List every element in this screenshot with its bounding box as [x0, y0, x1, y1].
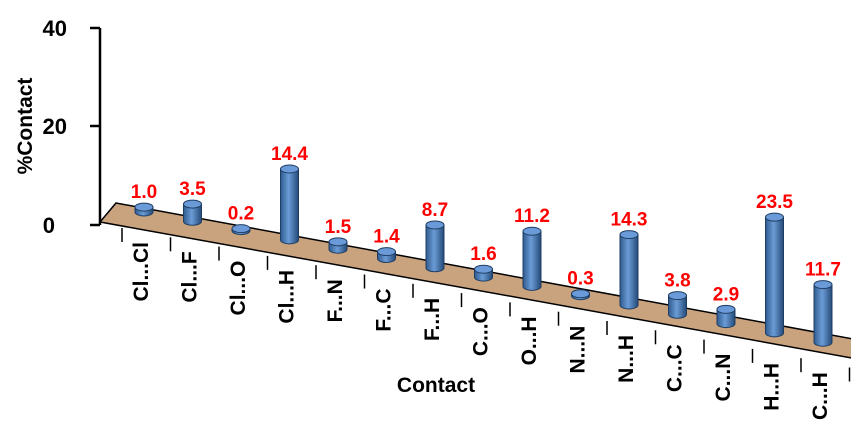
data-label: 11.2	[514, 206, 550, 227]
bar-Cl...O	[231, 224, 251, 236]
x-tick-label: F...H	[421, 298, 444, 341]
x-tick-label: Cl...O	[227, 261, 250, 316]
bar-body	[425, 224, 445, 273]
bar-top	[522, 226, 542, 236]
x-tick-label: O...H	[518, 316, 541, 365]
data-label: 1.6	[470, 244, 496, 265]
x-tick-label: Cl...H	[276, 270, 299, 324]
bar-N...H	[619, 230, 639, 310]
bar-body	[716, 308, 736, 329]
bar-F...H	[425, 220, 445, 273]
bar-C...H	[813, 280, 833, 347]
bar-F...N	[328, 237, 348, 254]
data-label: 14.4	[271, 144, 308, 165]
data-label: 8.7	[422, 200, 448, 221]
bar-top	[668, 291, 687, 301]
y-tick-label-40: 40	[43, 16, 67, 41]
bar-body	[813, 284, 833, 347]
bar-body	[522, 230, 542, 291]
data-label: 11.7	[805, 260, 841, 281]
data-label: 3.5	[179, 179, 206, 200]
x-tick-label: C...N	[712, 354, 735, 402]
bar-top	[231, 224, 251, 234]
bar-top	[813, 280, 833, 290]
bar-C...C	[668, 291, 687, 319]
x-axis-title: Contact	[397, 374, 475, 397]
bar-top	[377, 247, 396, 257]
data-label: 0.3	[567, 269, 593, 290]
data-label: 1.0	[131, 182, 157, 203]
y-axis-title: %Contact	[14, 78, 37, 175]
x-tick-label: Cl...F	[179, 251, 202, 303]
data-label: 2.9	[713, 284, 739, 305]
bar-top	[619, 230, 639, 240]
x-tick-label: F...N	[324, 279, 347, 322]
data-label: 0.2	[228, 204, 254, 225]
bar-top	[716, 304, 736, 314]
bar-Cl...Cl	[134, 202, 154, 217]
bar-top	[280, 164, 299, 174]
bar-body	[668, 295, 687, 319]
bar-body	[619, 234, 639, 310]
bar-F...C	[377, 247, 396, 263]
bar-top	[474, 264, 493, 274]
bar-top	[765, 212, 784, 222]
data-label: 1.5	[325, 217, 352, 238]
bar-body	[280, 168, 299, 245]
bar-Cl...H	[280, 164, 299, 245]
bar-top	[183, 199, 202, 209]
bar-C...N	[716, 304, 736, 329]
x-tick-label: Cl...Cl	[130, 242, 153, 302]
bar-top	[134, 202, 154, 212]
bar-top	[328, 237, 348, 247]
data-label: 1.4	[373, 227, 400, 248]
data-label: 23.5	[756, 192, 793, 213]
x-tick-label: N...H	[615, 335, 638, 383]
bar-Cl...F	[183, 199, 202, 226]
bar-body	[183, 203, 202, 226]
bar-top	[571, 289, 590, 299]
x-tick-label: H...H	[761, 363, 784, 411]
y-tick-label-20: 20	[43, 114, 67, 139]
x-tick-label: F...C	[373, 289, 396, 332]
x-tick-label: C...H	[809, 372, 832, 420]
bar-top	[425, 220, 445, 230]
x-tick-label: C...C	[664, 344, 687, 392]
y-tick-label-0: 0	[43, 213, 55, 238]
data-label: 3.8	[664, 271, 690, 292]
bar-O...H	[522, 226, 542, 291]
bar-N...N	[571, 289, 590, 301]
data-label: 14.3	[611, 210, 648, 231]
bar-C...O	[474, 264, 493, 282]
bar-H...H	[765, 212, 784, 338]
bar-body	[765, 216, 784, 338]
x-tick-label: N...N	[567, 326, 590, 374]
x-tick-label: C...O	[470, 307, 493, 356]
